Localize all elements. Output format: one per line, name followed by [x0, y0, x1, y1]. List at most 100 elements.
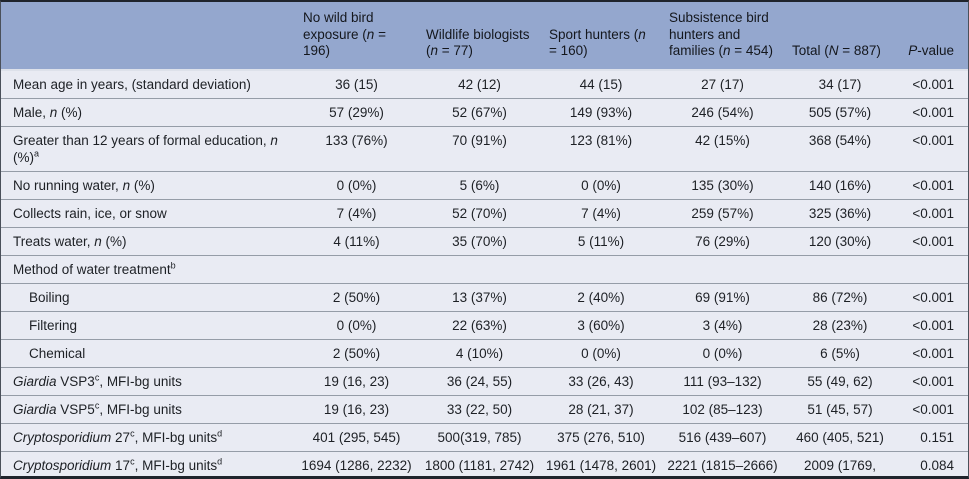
data-cell: 13 (37%)	[418, 282, 541, 311]
table-row: Collects rain, ice, or snow 7 (4%) 52 (70%…	[1, 198, 968, 227]
data-cell: 133 (76%)	[295, 125, 418, 171]
data-cell: 57 (29%)	[295, 97, 418, 126]
row-label: Giardia VSP5c, MFI-bg units	[1, 394, 295, 423]
p-value-cell: <0.001	[896, 394, 968, 423]
column-header-p-value: P-value	[896, 2, 968, 71]
data-cell: 375 (276, 510)	[541, 422, 661, 451]
data-cell	[784, 254, 896, 283]
p-value-cell: 0.151	[896, 422, 968, 451]
p-value-cell: 0.084	[896, 450, 968, 476]
row-label: Cryptosporidium 27c, MFI-bg unitsd	[1, 422, 295, 451]
p-value-cell: <0.001	[896, 338, 968, 367]
p-value-cell: <0.001	[896, 310, 968, 339]
row-label: No running water, n (%)	[1, 170, 295, 199]
data-cell: 102 (85–123)	[661, 394, 784, 423]
p-value-cell: <0.001	[896, 226, 968, 255]
p-value-cell	[896, 254, 968, 283]
data-cell: 2 (40%)	[541, 282, 661, 311]
data-cell: 27 (17)	[661, 69, 784, 98]
header-row: No wild bird exposure (n = 196) Wildlife…	[1, 2, 968, 71]
p-value-cell: <0.001	[896, 170, 968, 199]
table-row: Method of water treatmentb	[1, 254, 968, 283]
table-row: Boiling 2 (50%) 13 (37%) 2 (40%) 69 (91%) 86 …	[1, 282, 968, 311]
column-header-rowlabel	[1, 2, 295, 71]
data-cell: 120 (30%)	[784, 226, 896, 255]
row-label: Method of water treatmentb	[1, 254, 295, 283]
p-value-cell: <0.001	[896, 69, 968, 98]
data-cell: 5 (6%)	[418, 170, 541, 199]
table-row: Giardia VSP3c, MFI-bg units 19 (16, 23) 36…	[1, 366, 968, 395]
data-cell: 28 (23%)	[784, 310, 896, 339]
table-row: Filtering 0 (0%) 22 (63%) 3 (60%) 3 (4%) 28 (…	[1, 310, 968, 339]
data-cell: 19 (16, 23)	[295, 366, 418, 395]
data-cell	[418, 254, 541, 283]
data-cell: 149 (93%)	[541, 97, 661, 126]
data-cell: 35 (70%)	[418, 226, 541, 255]
row-label: Treats water, n (%)	[1, 226, 295, 255]
row-label: Collects rain, ice, or snow	[1, 198, 295, 227]
data-cell: 36 (24, 55)	[418, 366, 541, 395]
data-cell: 44 (15)	[541, 69, 661, 98]
p-value-cell: <0.001	[896, 97, 968, 126]
table-row: No running water, n (%) 0 (0%) 5 (6%) 0 (0%…	[1, 170, 968, 199]
table-row: Cryptosporidium 17c, MFI-bg unitsd 1694 (…	[1, 450, 968, 476]
table-row: Giardia VSP5c, MFI-bg units 19 (16, 23) 33…	[1, 394, 968, 423]
data-cell: 135 (30%)	[661, 170, 784, 199]
data-cell: 86 (72%)	[784, 282, 896, 311]
data-cell: 505 (57%)	[784, 97, 896, 126]
data-cell: 0 (0%)	[295, 310, 418, 339]
data-cell: 246 (54%)	[661, 97, 784, 126]
data-cell: 1800 (1181, 2742)	[418, 450, 541, 476]
table-row: Chemical 2 (50%) 4 (10%) 0 (0%) 0 (0%) 6 (5%)…	[1, 338, 968, 367]
data-cell: 368 (54%)	[784, 125, 896, 171]
data-cell	[541, 254, 661, 283]
data-cell: 19 (16, 23)	[295, 394, 418, 423]
table-body: Mean age in years, (standard deviation) 3…	[1, 69, 968, 476]
data-cell: 0 (0%)	[541, 338, 661, 367]
p-value-cell: <0.001	[896, 125, 968, 171]
table-row: Treats water, n (%) 4 (11%) 35 (70%) 5 (11%…	[1, 226, 968, 255]
row-label: Male, n (%)	[1, 97, 295, 126]
data-cell: 111 (93–132)	[661, 366, 784, 395]
column-header-subsistence-bird-hunters: Subsistence bird hunters and families (n…	[661, 2, 784, 71]
data-cell: 70 (91%)	[418, 125, 541, 171]
p-value-cell: <0.001	[896, 366, 968, 395]
row-label: Cryptosporidium 17c, MFI-bg unitsd	[1, 450, 295, 476]
data-cell: 52 (67%)	[418, 97, 541, 126]
table-row: Greater than 12 years of formal educatio…	[1, 125, 968, 171]
data-cell: 7 (4%)	[295, 198, 418, 227]
row-label: Chemical	[1, 338, 295, 367]
data-cell: 259 (57%)	[661, 198, 784, 227]
column-header-sport-hunters: Sport hunters (n = 160)	[541, 2, 661, 71]
data-cell: 1961 (1478, 2601)	[541, 450, 661, 476]
data-cell: 460 (405, 521)	[784, 422, 896, 451]
p-value-cell: <0.001	[896, 198, 968, 227]
data-cell: 76 (29%)	[661, 226, 784, 255]
row-label: Giardia VSP3c, MFI-bg units	[1, 366, 295, 395]
table-row: Male, n (%) 57 (29%) 52 (67%) 149 (93%) 246 …	[1, 97, 968, 126]
data-cell: 2 (50%)	[295, 282, 418, 311]
data-cell: 7 (4%)	[541, 198, 661, 227]
row-label: Greater than 12 years of formal educatio…	[1, 125, 295, 171]
data-cell: 42 (15%)	[661, 125, 784, 171]
data-cell: 4 (11%)	[295, 226, 418, 255]
data-cell: 33 (22, 50)	[418, 394, 541, 423]
data-cell: 401 (295, 545)	[295, 422, 418, 451]
data-cell: 500(319, 785)	[418, 422, 541, 451]
row-label: Filtering	[1, 310, 295, 339]
data-cell: 36 (15)	[295, 69, 418, 98]
table-row: Mean age in years, (standard deviation) 3…	[1, 69, 968, 98]
data-cell: 2 (50%)	[295, 338, 418, 367]
data-cell: 0 (0%)	[541, 170, 661, 199]
data-cell: 123 (81%)	[541, 125, 661, 171]
data-cell	[295, 254, 418, 283]
data-cell: 2009 (1769, 2282)	[784, 450, 896, 476]
data-cell: 0 (0%)	[295, 170, 418, 199]
data-cell: 516 (439–607)	[661, 422, 784, 451]
column-header-wildlife-biologists: Wildlife biologists (n = 77)	[418, 2, 541, 71]
data-cell: 33 (26, 43)	[541, 366, 661, 395]
data-cell: 55 (49, 62)	[784, 366, 896, 395]
data-cell: 5 (11%)	[541, 226, 661, 255]
